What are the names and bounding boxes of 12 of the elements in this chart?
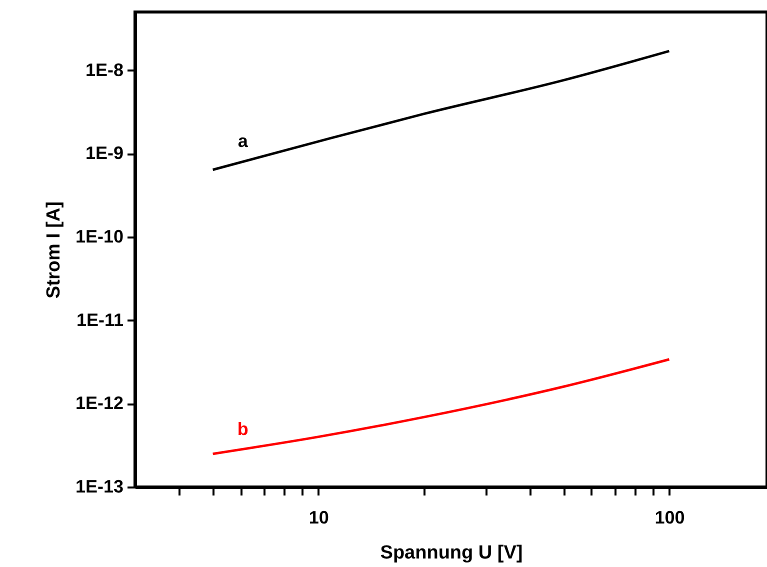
series-label: b <box>237 418 248 439</box>
x-tick-label: 10 <box>308 508 329 528</box>
series-label: a <box>238 130 249 151</box>
y-tick-label: 1E-10 <box>75 226 124 246</box>
y-tick-label: 1E-11 <box>76 310 124 330</box>
y-tick-label: 1E-13 <box>75 476 124 496</box>
x-tick-label: 100 <box>654 508 685 528</box>
y-axis-title: Strom I [A] <box>43 201 64 299</box>
y-tick-label: 1E-12 <box>75 393 124 414</box>
x-axis-title: Spannung U [V] <box>380 542 523 564</box>
y-tick-label: 1E-8 <box>85 60 124 80</box>
y-tick-label: 1E-9 <box>85 143 124 164</box>
